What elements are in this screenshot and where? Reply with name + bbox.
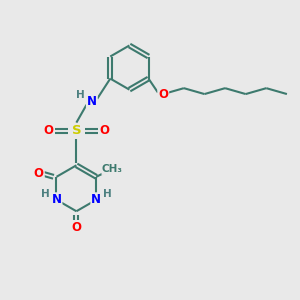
- Text: CH₃: CH₃: [102, 164, 123, 174]
- Text: O: O: [34, 167, 44, 180]
- Text: N: N: [52, 193, 61, 206]
- Text: H: H: [76, 90, 85, 100]
- Text: O: O: [158, 88, 168, 100]
- Text: H: H: [103, 190, 112, 200]
- Text: N: N: [91, 193, 101, 206]
- Text: O: O: [44, 124, 53, 137]
- Text: N: N: [87, 95, 97, 108]
- Text: O: O: [71, 221, 81, 234]
- Text: O: O: [99, 124, 110, 137]
- Text: S: S: [72, 124, 81, 137]
- Text: H: H: [41, 190, 50, 200]
